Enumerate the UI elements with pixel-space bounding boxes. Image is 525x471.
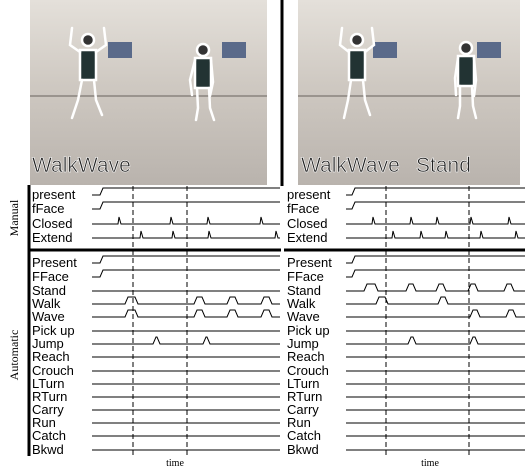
signal-label: Closed: [32, 216, 72, 231]
signal-trace: [92, 270, 280, 277]
signal-trace: [346, 217, 525, 224]
signal-trace: [346, 202, 525, 209]
signal-label: FFace: [32, 269, 69, 284]
signal-trace: [92, 231, 280, 238]
signal-trace: [346, 310, 525, 317]
signal-label: Wave: [287, 309, 320, 324]
signal-label: Extend: [32, 230, 72, 245]
signal-trace: [346, 297, 525, 304]
signal-label: FFace: [287, 269, 324, 284]
group-label: Automatic: [7, 330, 21, 381]
signal-trace: [346, 231, 525, 238]
signal-label: Catch: [32, 428, 66, 443]
signal-trace: [92, 297, 280, 304]
signal-label: present: [32, 187, 76, 202]
axis-label: time: [166, 458, 184, 469]
signal-label: Wave: [32, 309, 65, 324]
axis-label: time: [421, 458, 439, 469]
signal-label: Bkwd: [32, 442, 64, 457]
signal-label: Reach: [32, 349, 70, 364]
signal-label: Present: [32, 255, 77, 270]
signal-label: Closed: [287, 216, 327, 231]
signal-label: Reach: [287, 349, 325, 364]
signal-trace: [92, 337, 280, 344]
signal-trace: [346, 188, 525, 195]
signal-label: Present: [287, 255, 332, 270]
signal-label: Extend: [287, 230, 327, 245]
signal-label: fFace: [32, 201, 65, 216]
signal-trace: [92, 202, 280, 209]
signal-trace: [346, 270, 525, 277]
signal-trace: [346, 256, 525, 263]
signal-trace: [92, 217, 280, 224]
photo-caption: WalkWave: [301, 154, 400, 177]
signal-label: Catch: [287, 428, 321, 443]
signal-trace: [92, 256, 280, 263]
signal-label: fFace: [287, 201, 320, 216]
signal-trace: [346, 337, 525, 344]
signal-trace: [346, 284, 525, 291]
group-label: Manual: [7, 199, 21, 236]
signal-trace: [92, 310, 280, 317]
signal-label: present: [287, 187, 331, 202]
photo-caption: Stand: [416, 154, 471, 177]
figure: WalkWave WalkWave Stand Manual Automatic…: [0, 0, 525, 471]
signal-trace: [92, 188, 280, 195]
signal-label: Bkwd: [287, 442, 319, 457]
photo-caption: WalkWave: [32, 154, 131, 177]
